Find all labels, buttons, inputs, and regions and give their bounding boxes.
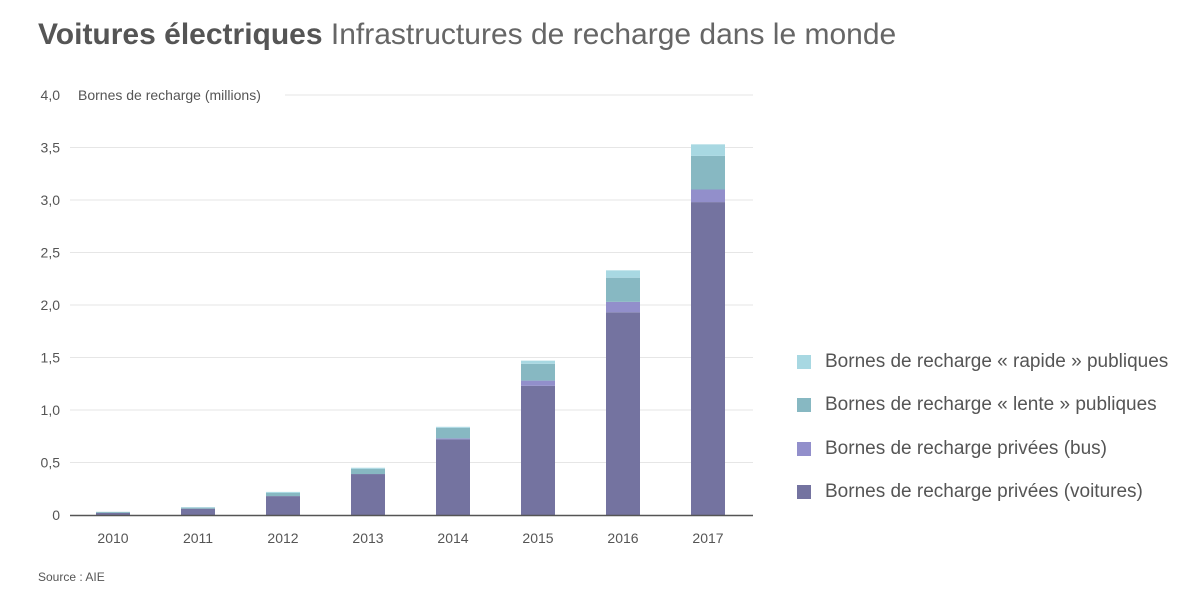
bar-segment	[96, 512, 130, 515]
bar-segment	[351, 474, 385, 515]
bar-segment	[691, 189, 725, 203]
legend-item: Bornes de recharge « rapide » publiques	[797, 340, 1168, 384]
y-tick-label: 2,5	[41, 245, 61, 261]
bar-segment	[606, 312, 640, 515]
x-tick-label: 2016	[607, 530, 638, 546]
bar-segment	[521, 360, 555, 364]
y-tick-label: 0,5	[41, 455, 61, 471]
bar-segment	[351, 468, 385, 475]
bar-segment	[436, 426, 470, 428]
x-tick-label: 2011	[183, 530, 213, 546]
legend-label: Bornes de recharge privées (bus)	[825, 437, 1107, 459]
bar-segment	[691, 202, 725, 515]
x-tick-label: 2014	[437, 530, 468, 546]
x-tick-label: 2012	[267, 530, 298, 546]
x-tick-label: 2015	[522, 530, 553, 546]
bar-segment	[266, 492, 300, 497]
legend-item: Bornes de recharge privées (voitures)	[797, 471, 1168, 515]
bar-segment	[266, 491, 300, 493]
bar-segment	[606, 301, 640, 313]
y-tick-label: 4,0	[41, 87, 61, 103]
x-tick-label: 2013	[352, 530, 383, 546]
bar-segment	[691, 144, 725, 156]
bar-segment	[181, 507, 215, 509]
bar-segment	[606, 270, 640, 278]
bar-segment	[521, 385, 555, 515]
y-tick-label: 1,5	[41, 350, 61, 366]
bar-segment	[606, 277, 640, 302]
title-subtitle: Infrastructures de recharge dans le mond…	[330, 18, 897, 51]
title-bold: Voitures électriques	[38, 18, 323, 51]
bar-segment	[96, 511, 130, 513]
bar-segment	[436, 427, 470, 439]
bar-segment	[181, 507, 215, 508]
source-note: Source : AIE	[38, 570, 105, 584]
y-axis-label: Bornes de recharge (millions)	[78, 87, 261, 103]
y-tick-label: 2,0	[41, 297, 61, 313]
y-tick-label: 0	[52, 507, 60, 523]
legend-label: Bornes de recharge privées (voitures)	[825, 481, 1143, 503]
bar-segment	[521, 380, 555, 386]
legend-item: Bornes de recharge privées (bus)	[797, 427, 1168, 471]
legend-swatch	[797, 485, 811, 500]
bar-segment	[691, 155, 725, 190]
legend-swatch	[797, 354, 811, 369]
bar-segment	[181, 508, 215, 515]
y-tick-label: 1,0	[41, 402, 61, 418]
bar-segment	[521, 363, 555, 381]
x-tick-label: 2010	[97, 530, 128, 546]
chart-title: Voitures électriques Infrastructures de …	[38, 18, 896, 52]
x-tick-label: 2017	[692, 530, 723, 546]
bar-segment	[351, 467, 385, 469]
bar-segment	[436, 439, 470, 515]
legend-swatch	[797, 398, 811, 413]
legend-item: Bornes de recharge « lente » publiques	[797, 384, 1168, 428]
bar-segment	[266, 496, 300, 515]
y-tick-label: 3,0	[41, 192, 61, 208]
bar-segment	[436, 438, 470, 440]
legend-label: Bornes de recharge « lente » publiques	[825, 394, 1157, 416]
legend-swatch	[797, 441, 811, 456]
legend: Bornes de recharge « rapide » publiques B…	[797, 340, 1168, 514]
legend-label: Bornes de recharge « rapide » publiques	[825, 350, 1169, 372]
y-tick-label: 3,5	[41, 140, 61, 156]
